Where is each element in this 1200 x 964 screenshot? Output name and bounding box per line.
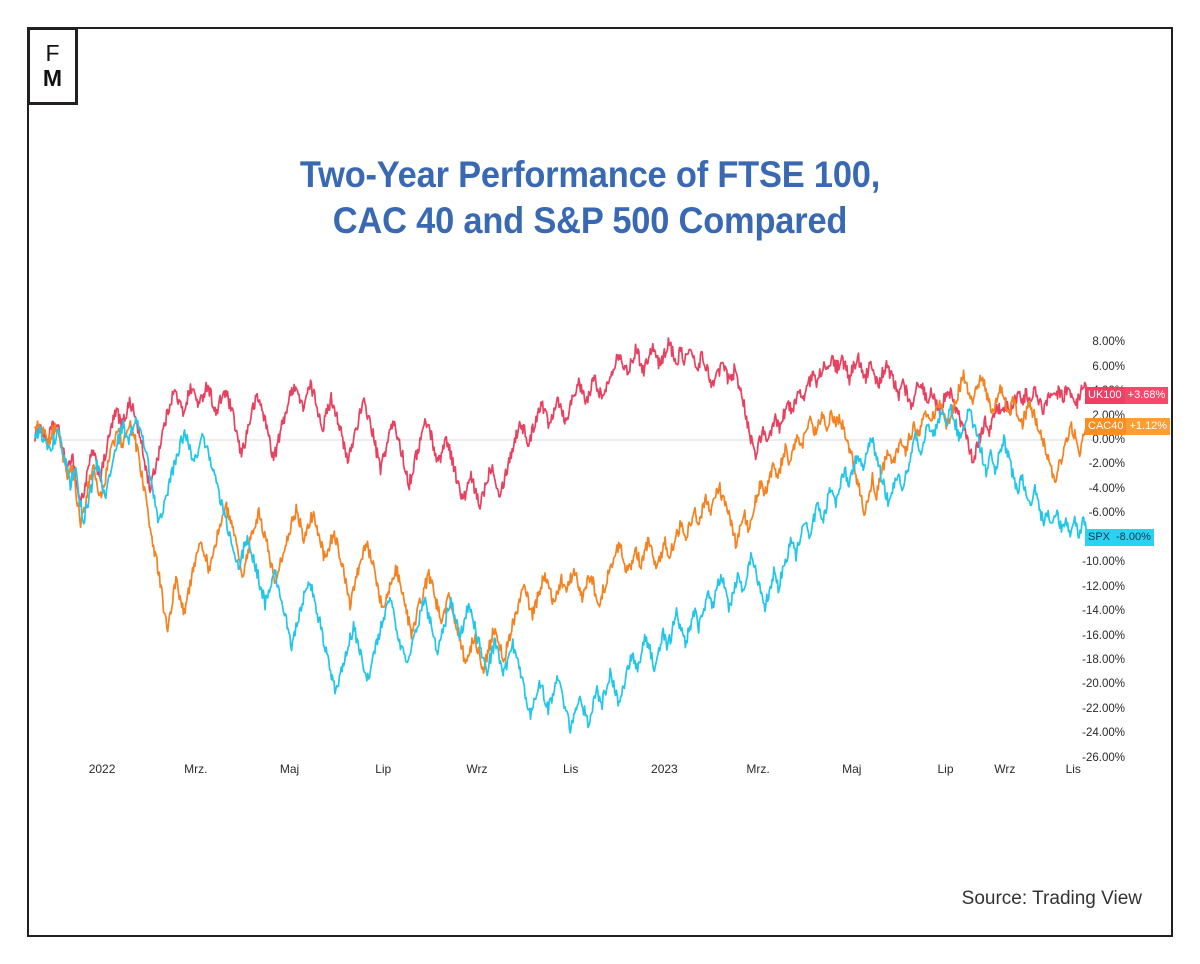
fm-logo: F M: [27, 27, 78, 105]
series-line-cac40: [34, 369, 1089, 675]
price-badge-value: +3.68%: [1124, 386, 1169, 404]
price-badge-cac40[interactable]: CAC40 +1.12%: [1085, 417, 1171, 435]
y-axis-tick: 8.00%: [1092, 336, 1125, 349]
price-badge-symbol: CAC40: [1085, 417, 1127, 435]
x-axis-tick: Lis: [562, 762, 579, 776]
y-axis-tick: -14.00%: [1082, 605, 1125, 618]
price-badge-spx[interactable]: SPX -8.00%: [1085, 529, 1154, 547]
fm-logo-letter-f: F: [45, 40, 60, 66]
source-value: Trading View: [1032, 888, 1142, 909]
x-axis: 2022 Mrz. Maj Lip Wrz Lis 2023 Mrz. Maj Lip Wrz Lis: [33, 762, 1168, 784]
y-axis-tick: -20.00%: [1082, 678, 1125, 691]
x-axis-tick: Lip: [937, 762, 954, 776]
x-axis-tick: Lip: [375, 762, 392, 776]
fm-logo-letter-m: M: [42, 65, 63, 91]
source-label: Source:: [961, 888, 1028, 909]
price-chart-svg: [33, 337, 1098, 734]
x-axis-tick: Wrz: [994, 762, 1016, 776]
y-axis-tick: -26.00%: [1082, 751, 1125, 764]
series-line-uk100: [34, 337, 1089, 510]
y-axis-tick: -6.00%: [1088, 507, 1125, 520]
x-axis-tick: Mrz.: [746, 762, 770, 776]
y-axis-tick: -16.00%: [1082, 629, 1125, 642]
series-line-spx: [34, 403, 1089, 734]
y-axis-tick: -4.00%: [1088, 482, 1125, 495]
x-axis-tick: Maj: [842, 762, 862, 776]
page-border: [27, 27, 1173, 937]
price-badge-value: -8.00%: [1113, 529, 1154, 547]
x-axis-tick: Wrz: [466, 762, 488, 776]
x-axis-tick: 2023: [651, 762, 678, 776]
y-axis-tick: -24.00%: [1082, 727, 1125, 740]
x-axis-tick: 2022: [88, 762, 116, 776]
price-badge-value: +1.12%: [1126, 417, 1171, 435]
y-axis-tick: -22.00%: [1082, 702, 1125, 715]
y-axis-tick: -2.00%: [1088, 458, 1125, 471]
x-axis-tick: Maj: [279, 762, 300, 776]
price-badge-uk100[interactable]: UK100 +3.68%: [1085, 386, 1169, 404]
y-axis-tick: 6.00%: [1092, 360, 1125, 373]
y-axis-tick: 0.00%: [1092, 434, 1125, 446]
source-attribution: Source: Trading View: [962, 888, 1142, 910]
chart-title: Two-Year Performance of FTSE 100, CAC 40…: [299, 154, 881, 241]
price-badge-symbol: UK100: [1085, 386, 1125, 404]
plot-area: [33, 330, 1168, 770]
y-axis-tick: -10.00%: [1082, 556, 1125, 569]
y-axis-tick: -12.00%: [1082, 580, 1125, 593]
x-axis-tick: Mrz.: [184, 762, 208, 776]
x-axis-tick: Lis: [1065, 762, 1081, 776]
price-badge-symbol: SPX: [1085, 529, 1114, 547]
y-axis-tick: -18.00%: [1082, 654, 1125, 666]
